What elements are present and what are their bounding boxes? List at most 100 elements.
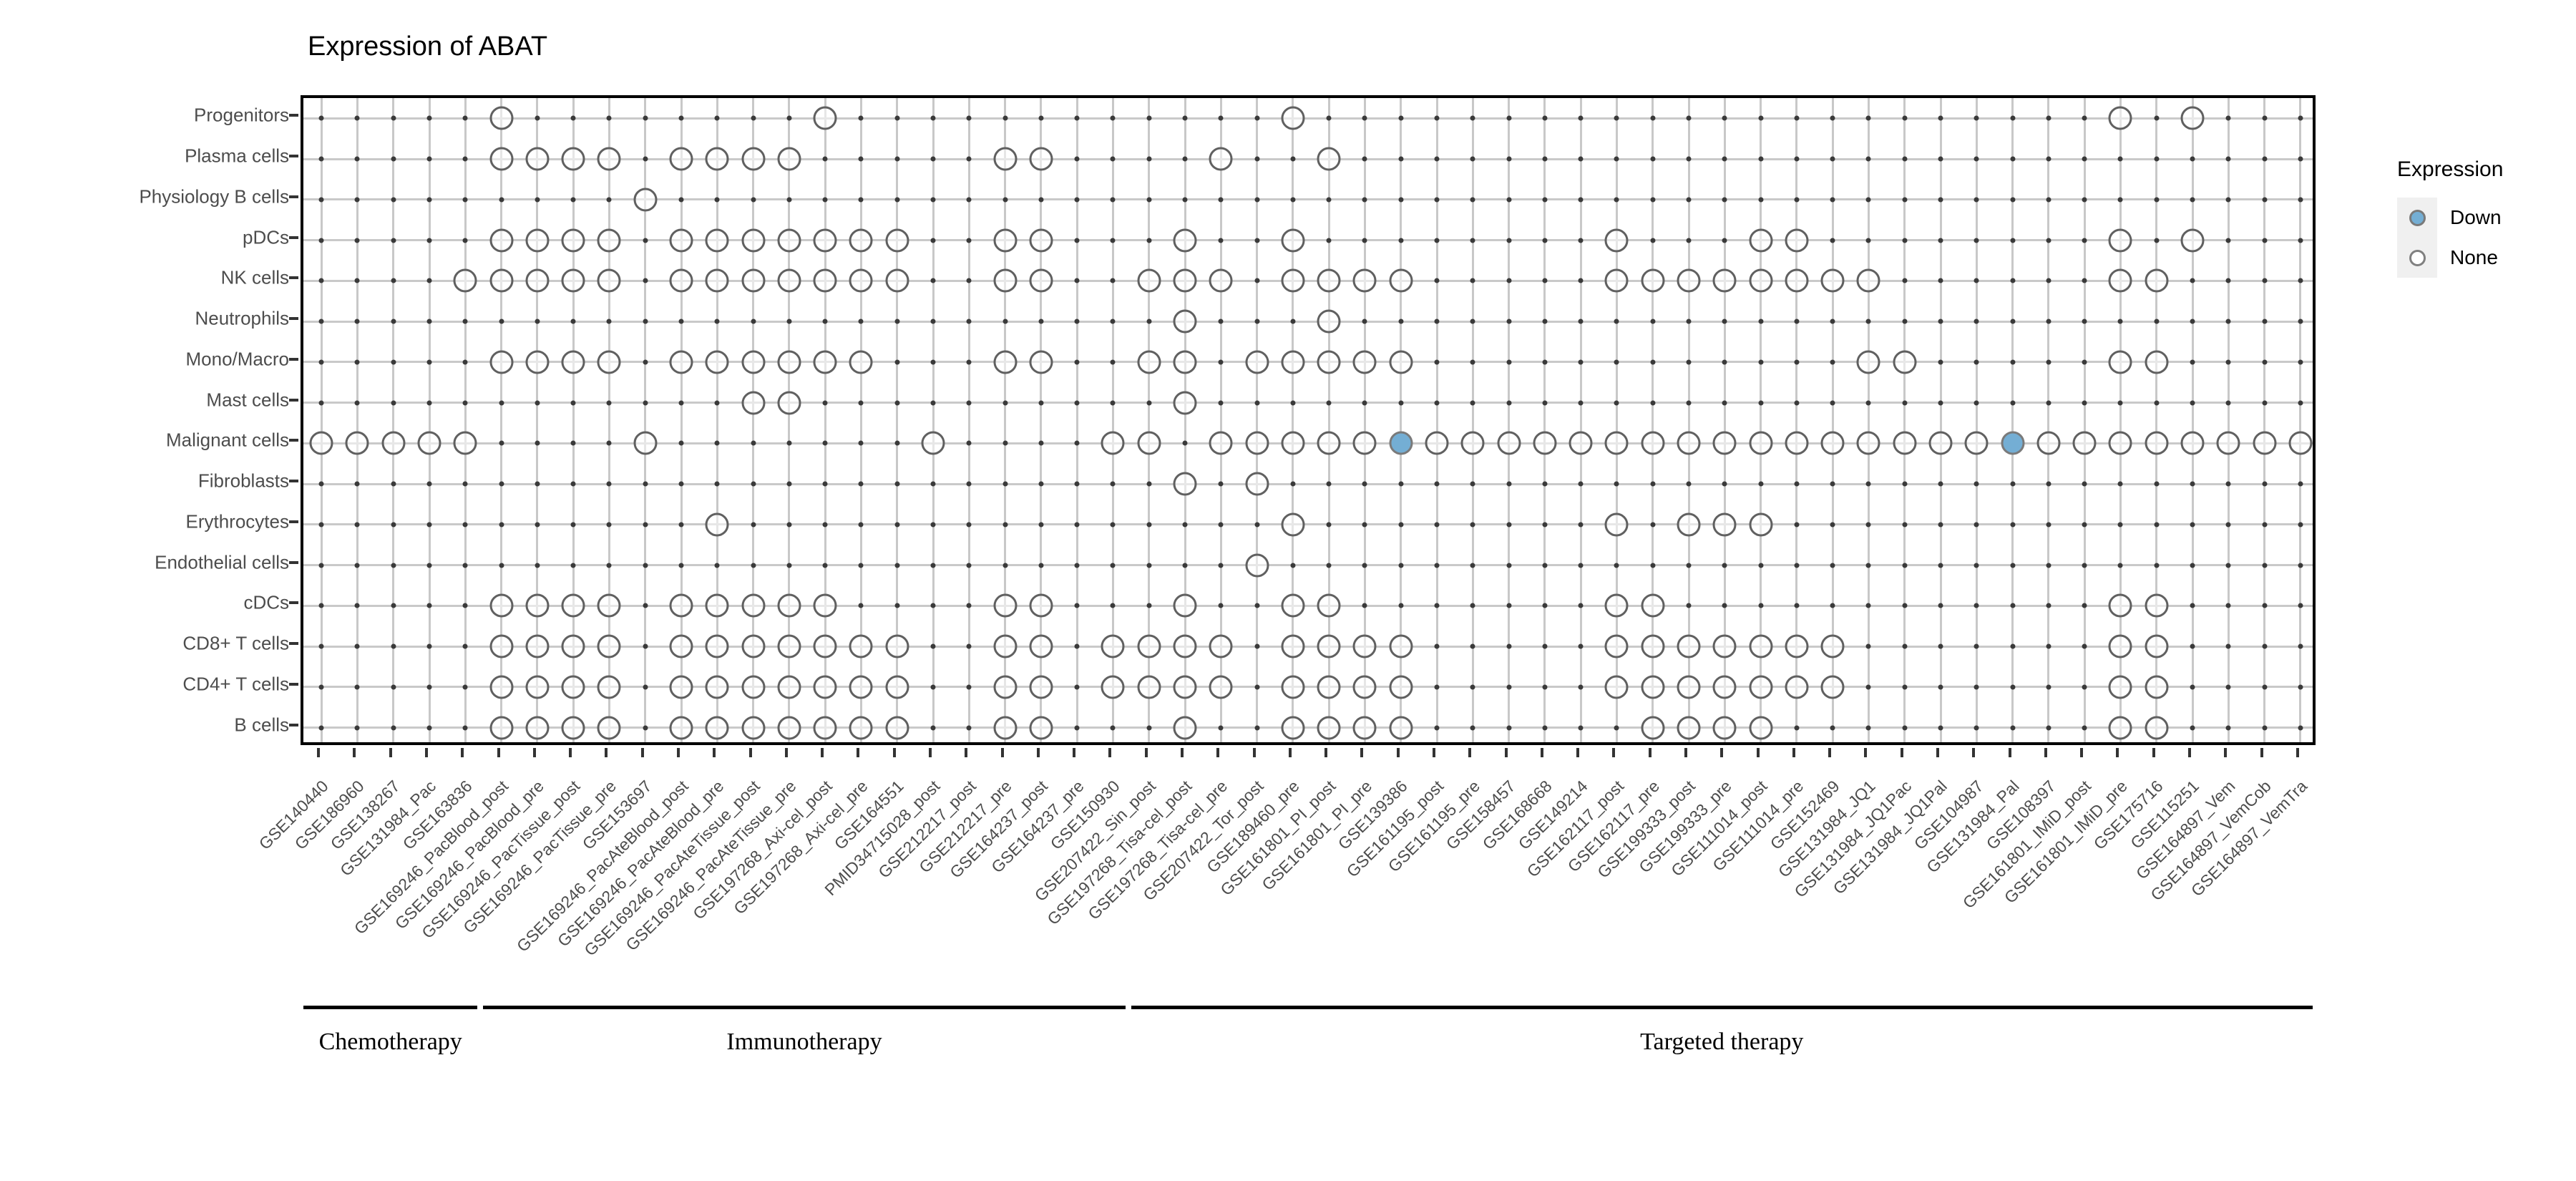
data-point-none[interactable] [2108, 106, 2132, 130]
data-point-none[interactable] [993, 634, 1018, 658]
data-point-none[interactable] [1029, 350, 1053, 374]
data-point-none[interactable] [2145, 716, 2169, 740]
data-point-none[interactable] [1029, 716, 1053, 740]
data-point-none[interactable] [1712, 512, 1737, 537]
data-point-none[interactable] [705, 147, 729, 171]
data-point-none[interactable] [1497, 431, 1521, 455]
data-point-none[interactable] [705, 350, 729, 374]
data-point-none[interactable] [741, 675, 766, 699]
data-point-none[interactable] [1964, 431, 1989, 455]
data-point-none[interactable] [1281, 350, 1305, 374]
data-point-none[interactable] [2288, 431, 2313, 455]
data-point-none[interactable] [1749, 716, 1773, 740]
data-point-none[interactable] [813, 675, 837, 699]
data-point-none[interactable] [813, 228, 837, 253]
data-point-none[interactable] [1173, 309, 1197, 334]
data-point-none[interactable] [1389, 634, 1413, 658]
data-point-none[interactable] [777, 147, 801, 171]
data-point-none[interactable] [705, 593, 729, 618]
data-point-none[interactable] [705, 716, 729, 740]
data-point-none[interactable] [777, 228, 801, 253]
data-point-none[interactable] [993, 716, 1018, 740]
data-point-none[interactable] [1677, 716, 1701, 740]
data-point-none[interactable] [2216, 431, 2240, 455]
data-point-none[interactable] [2145, 268, 2169, 293]
data-point-none[interactable] [993, 593, 1018, 618]
data-point-none[interactable] [1029, 675, 1053, 699]
data-point-none[interactable] [1352, 716, 1377, 740]
data-point-none[interactable] [1785, 634, 1809, 658]
data-point-none[interactable] [561, 675, 585, 699]
data-point-none[interactable] [2180, 106, 2205, 130]
data-point-none[interactable] [1641, 716, 1665, 740]
data-point-none[interactable] [1604, 512, 1629, 537]
data-point-none[interactable] [993, 268, 1018, 293]
data-point-none[interactable] [2145, 675, 2169, 699]
data-point-none[interactable] [2108, 593, 2132, 618]
data-point-none[interactable] [2145, 593, 2169, 618]
data-point-none[interactable] [1029, 228, 1053, 253]
data-point-none[interactable] [777, 268, 801, 293]
data-point-none[interactable] [1281, 228, 1305, 253]
data-point-none[interactable] [1533, 431, 1557, 455]
data-point-none[interactable] [489, 228, 514, 253]
data-point-none[interactable] [1245, 350, 1269, 374]
data-point-none[interactable] [885, 675, 909, 699]
data-point-none[interactable] [669, 147, 693, 171]
data-point-none[interactable] [813, 106, 837, 130]
data-point-none[interactable] [2072, 431, 2097, 455]
data-point-none[interactable] [2145, 634, 2169, 658]
data-point-none[interactable] [849, 228, 873, 253]
data-point-none[interactable] [1352, 431, 1377, 455]
data-point-none[interactable] [1677, 431, 1701, 455]
data-point-down[interactable] [1389, 431, 1413, 455]
data-point-none[interactable] [2108, 675, 2132, 699]
data-point-none[interactable] [561, 634, 585, 658]
data-point-none[interactable] [849, 716, 873, 740]
data-point-none[interactable] [1317, 675, 1341, 699]
data-point-none[interactable] [489, 350, 514, 374]
data-point-none[interactable] [1820, 268, 1845, 293]
data-point-none[interactable] [1712, 634, 1737, 658]
data-point-none[interactable] [1173, 391, 1197, 415]
data-point-none[interactable] [777, 675, 801, 699]
data-point-none[interactable] [597, 350, 621, 374]
data-point-none[interactable] [813, 716, 837, 740]
data-point-none[interactable] [885, 268, 909, 293]
data-point-none[interactable] [1245, 553, 1269, 578]
data-point-none[interactable] [741, 228, 766, 253]
data-point-none[interactable] [597, 716, 621, 740]
data-point-none[interactable] [1677, 512, 1701, 537]
data-point-none[interactable] [525, 593, 550, 618]
data-point-none[interactable] [489, 106, 514, 130]
data-point-none[interactable] [1712, 716, 1737, 740]
data-point-none[interactable] [1173, 716, 1197, 740]
data-point-none[interactable] [525, 716, 550, 740]
data-point-none[interactable] [597, 634, 621, 658]
data-point-none[interactable] [1209, 634, 1233, 658]
data-point-none[interactable] [1352, 268, 1377, 293]
data-point-none[interactable] [1209, 268, 1233, 293]
data-point-none[interactable] [597, 593, 621, 618]
data-point-down[interactable] [2001, 431, 2025, 455]
data-point-none[interactable] [2108, 634, 2132, 658]
data-point-none[interactable] [1712, 431, 1737, 455]
data-point-none[interactable] [669, 228, 693, 253]
data-point-none[interactable] [2180, 228, 2205, 253]
data-point-none[interactable] [993, 147, 1018, 171]
data-point-none[interactable] [1101, 431, 1125, 455]
data-point-none[interactable] [885, 634, 909, 658]
data-point-none[interactable] [2145, 350, 2169, 374]
data-point-none[interactable] [1281, 675, 1305, 699]
data-point-none[interactable] [1749, 634, 1773, 658]
data-point-none[interactable] [1749, 675, 1773, 699]
data-point-none[interactable] [1820, 634, 1845, 658]
data-point-none[interactable] [1173, 675, 1197, 699]
data-point-none[interactable] [1820, 675, 1845, 699]
data-point-none[interactable] [669, 716, 693, 740]
data-point-none[interactable] [1173, 228, 1197, 253]
data-point-none[interactable] [705, 512, 729, 537]
data-point-none[interactable] [1785, 228, 1809, 253]
data-point-none[interactable] [1785, 675, 1809, 699]
data-point-none[interactable] [813, 268, 837, 293]
